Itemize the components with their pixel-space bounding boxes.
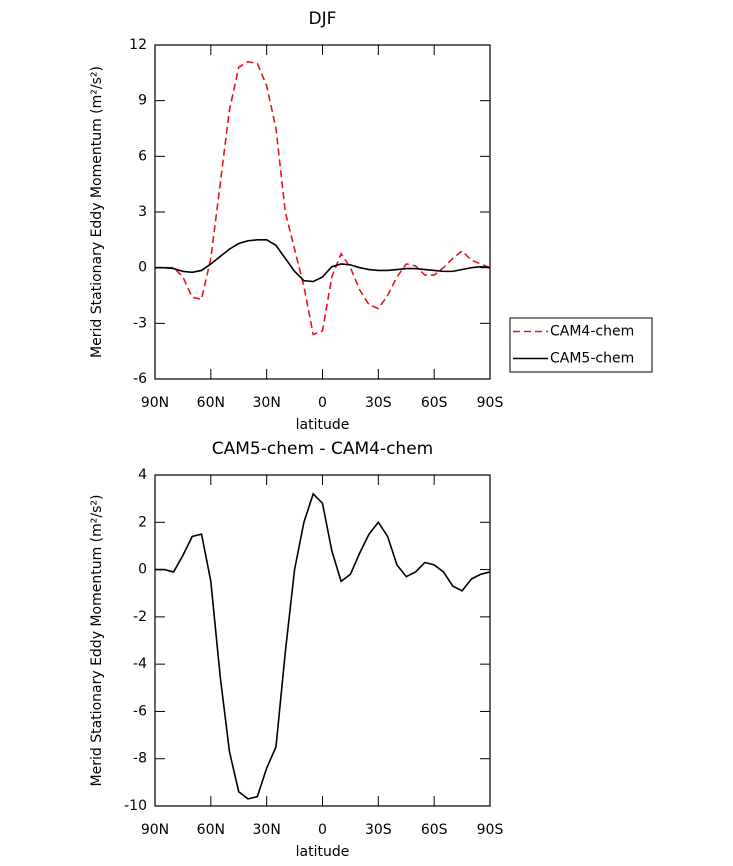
series-line: [155, 239, 491, 283]
y-tick-label: 9: [138, 93, 147, 109]
y-tick-label: 6: [138, 148, 147, 164]
x-tick-label: 60N: [197, 395, 225, 411]
legend-label: CAM4-chem: [550, 324, 634, 340]
x-tick-label: 0: [318, 822, 327, 838]
y-tick-label: 0: [138, 562, 147, 578]
x-tick-label: 60S: [421, 395, 448, 411]
series-line: [155, 60, 491, 336]
x-tick-label: 90N: [141, 395, 169, 411]
series-line: [155, 492, 491, 800]
y-tick-label: 12: [129, 37, 147, 53]
y-tick-label: -8: [133, 751, 147, 767]
x-axis-label: latitude: [296, 844, 350, 860]
y-axis-label: Merid Stationary Eddy Momentum (m²/s²): [89, 66, 105, 358]
x-tick-label: 60S: [421, 822, 448, 838]
y-tick-label: 2: [138, 514, 147, 530]
x-tick-label: 90S: [477, 395, 504, 411]
y-tick-label: 3: [138, 204, 147, 220]
x-tick-label: 30N: [253, 822, 281, 838]
x-tick-label: 60N: [197, 822, 225, 838]
y-tick-label: -6: [133, 371, 147, 387]
plot-frame: [154, 474, 491, 807]
x-tick-label: 90S: [477, 822, 504, 838]
y-axis-label: Merid Stationary Eddy Momentum (m²/s²): [89, 495, 105, 787]
y-tick-label: 4: [138, 467, 147, 483]
y-tick-label: -10: [124, 798, 147, 814]
y-tick-label: -4: [133, 656, 147, 672]
y-tick-label: -6: [133, 703, 147, 719]
legend-label: CAM5-chem: [550, 351, 634, 367]
x-tick-label: 0: [318, 395, 327, 411]
x-tick-label: 30S: [365, 822, 392, 838]
chart-title: CAM5-chem - CAM4-chem: [212, 439, 433, 459]
x-tick-label: 90N: [141, 822, 169, 838]
x-tick-label: 30N: [253, 395, 281, 411]
y-tick-label: 0: [138, 260, 147, 276]
x-tick-label: 30S: [365, 395, 392, 411]
chart-title: DJF: [309, 9, 337, 29]
y-tick-label: -2: [133, 609, 147, 625]
x-axis-label: latitude: [296, 417, 350, 433]
legend-box: [509, 317, 653, 373]
y-tick-label: -3: [133, 315, 147, 331]
